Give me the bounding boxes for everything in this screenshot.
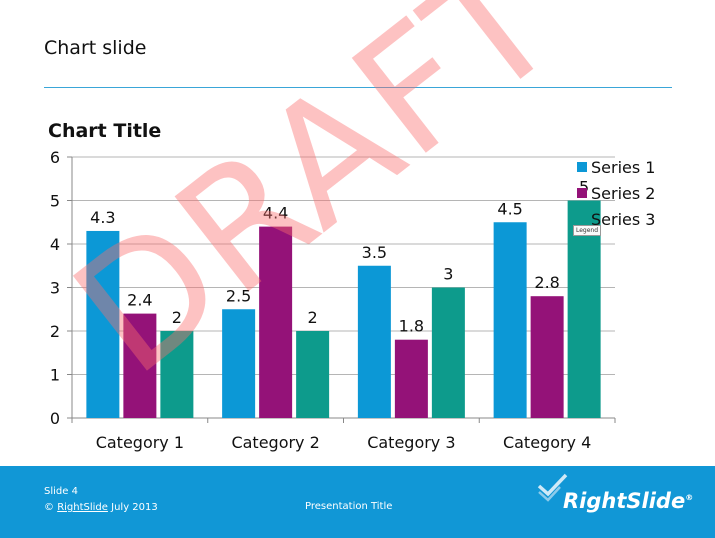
bar-1 — [493, 222, 527, 418]
rightslide-logo: RightSlide® — [536, 466, 693, 526]
data-label: 2.4 — [127, 291, 152, 310]
legend-swatch — [577, 188, 587, 198]
bar-3 — [567, 200, 601, 418]
legend-tooltip: Legend — [573, 225, 602, 236]
bar-chart: Chart Title 0 1 2 3 4 5 6 Category 1 Category 2 C… — [48, 120, 655, 452]
x-tick-label: Category 4 — [503, 433, 591, 452]
axes: 0 1 2 3 4 5 6 Category 1 Category 2 Category 3 Cat… — [50, 148, 616, 452]
copyright-brand-link[interactable]: RightSlide — [57, 502, 108, 513]
x-tick-label: Category 2 — [231, 433, 319, 452]
bar-2 — [123, 313, 157, 418]
legend-swatch — [577, 214, 587, 224]
copyright-symbol: © — [44, 502, 54, 513]
y-tick-label: 5 — [50, 192, 60, 211]
data-label: 5 — [579, 178, 589, 197]
slide-footer: Slide 4 © RightSlide July 2013 Presentat… — [0, 466, 715, 538]
y-tick-label: 2 — [50, 322, 60, 341]
y-tick-label: 3 — [50, 279, 60, 298]
bars — [86, 200, 601, 418]
slide-title: Chart slide — [44, 37, 147, 59]
data-label: 2 — [172, 308, 182, 327]
bar-2 — [259, 226, 293, 418]
bar-3 — [160, 331, 194, 418]
data-label: 2.8 — [534, 273, 559, 292]
data-label: 4.4 — [263, 204, 288, 223]
data-label: 4.5 — [497, 199, 522, 218]
legend: Series 1 Series 2 Series 3 — [577, 158, 655, 229]
bar-2 — [530, 296, 564, 418]
data-labels: 4.3 2.4 2 2.5 4.4 2 3.5 1.8 3 4.5 2.8 5 — [90, 178, 589, 336]
title-divider — [44, 87, 672, 88]
legend-label: Series 2 — [591, 184, 655, 203]
y-tick-label: 6 — [50, 148, 60, 167]
bar-1 — [357, 265, 391, 418]
y-tick-label: 4 — [50, 235, 60, 254]
logo-text: RightSlide® — [563, 489, 694, 513]
data-label: 3 — [443, 265, 453, 284]
data-label: 3.5 — [362, 243, 387, 262]
x-tick-label: Category 3 — [367, 433, 455, 452]
y-tick-label: 1 — [50, 366, 60, 385]
checkmark-logo-icon — [537, 473, 568, 502]
bar-2 — [394, 339, 428, 418]
slide-number: Slide 4 — [44, 486, 78, 497]
data-label: 1.8 — [399, 317, 424, 336]
chart-title: Chart Title — [48, 120, 161, 142]
legend-swatch — [577, 162, 587, 172]
legend-label: Series 1 — [591, 158, 655, 177]
presentation-title: Presentation Title — [305, 501, 393, 512]
data-label: 4.3 — [90, 208, 115, 227]
copyright-date: July 2013 — [111, 502, 158, 513]
bar-3 — [296, 331, 330, 418]
bar-1 — [86, 230, 120, 418]
bar-1 — [222, 309, 256, 418]
data-label: 2.5 — [226, 286, 251, 305]
bar-3 — [431, 287, 465, 418]
data-label: 2 — [308, 308, 318, 327]
x-tick-label: Category 1 — [96, 433, 184, 452]
y-tick-label: 0 — [50, 409, 60, 428]
legend-label: Series 3 — [591, 210, 655, 229]
copyright: © RightSlide July 2013 — [44, 502, 158, 513]
